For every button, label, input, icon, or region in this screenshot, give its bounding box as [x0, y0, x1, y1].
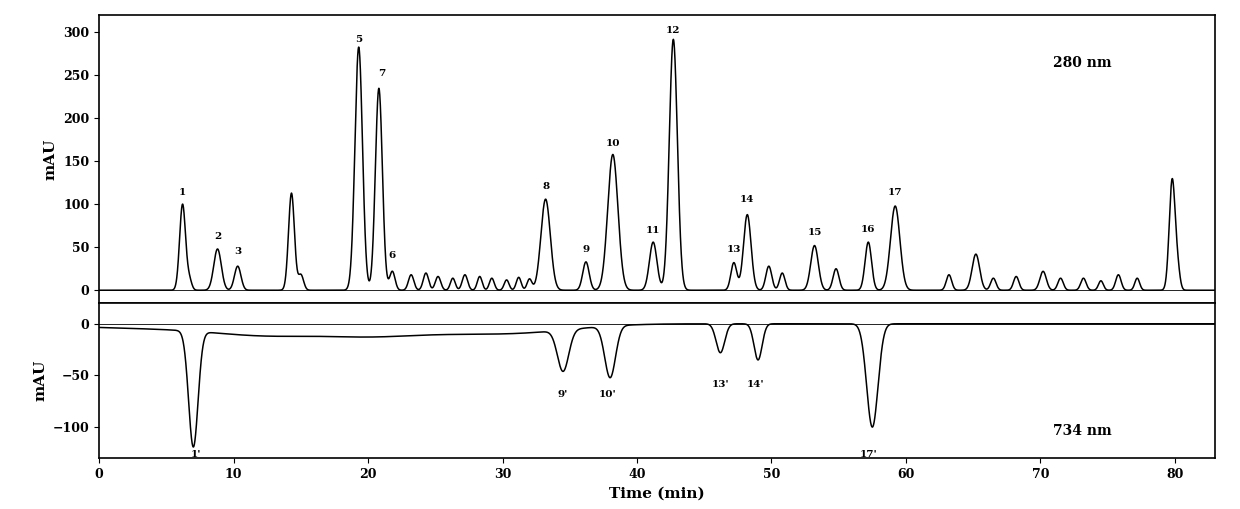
- Text: 734 nm: 734 nm: [1053, 424, 1112, 438]
- Text: 2: 2: [213, 232, 221, 241]
- Text: 14': 14': [746, 380, 764, 388]
- Y-axis label: mAU: mAU: [43, 138, 58, 180]
- Text: 7: 7: [378, 69, 386, 78]
- Y-axis label: mAU: mAU: [33, 360, 47, 401]
- Text: 1: 1: [179, 188, 186, 197]
- X-axis label: Time (min): Time (min): [609, 487, 706, 500]
- Text: 13: 13: [727, 245, 742, 254]
- Text: 17': 17': [859, 450, 877, 459]
- Text: 16: 16: [861, 225, 875, 234]
- Text: 11: 11: [646, 226, 661, 235]
- Text: 10': 10': [599, 390, 616, 399]
- Text: 13': 13': [712, 380, 729, 388]
- Text: 12: 12: [666, 26, 681, 35]
- Text: 15: 15: [807, 228, 822, 237]
- Text: 1': 1': [191, 450, 201, 459]
- Text: 280 nm: 280 nm: [1053, 56, 1112, 70]
- Text: 8: 8: [542, 182, 549, 191]
- Text: 9: 9: [583, 245, 589, 254]
- Text: 9': 9': [558, 390, 568, 399]
- Text: 17: 17: [888, 188, 903, 197]
- Text: 14: 14: [740, 195, 754, 204]
- Text: 6: 6: [388, 251, 396, 260]
- Text: 5: 5: [355, 35, 362, 44]
- Text: 10: 10: [605, 139, 620, 149]
- Text: 3: 3: [234, 247, 242, 256]
